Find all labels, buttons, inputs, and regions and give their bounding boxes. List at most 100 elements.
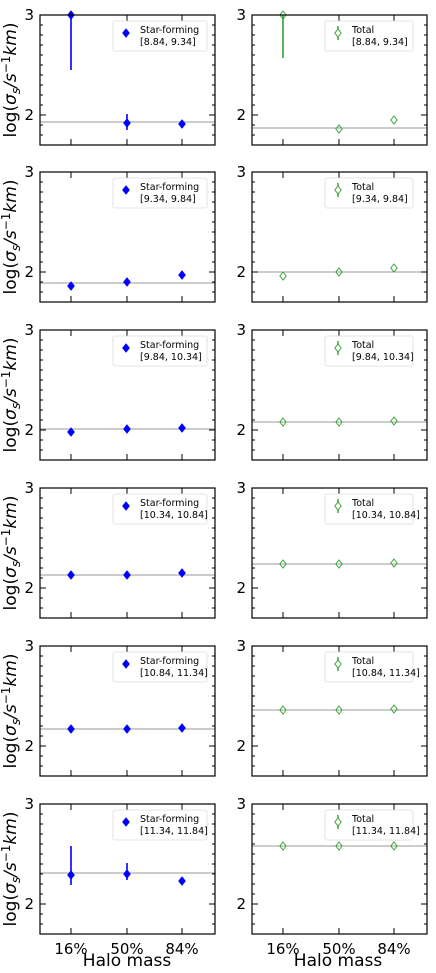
panel-frame: [251, 645, 428, 777]
x-tick-label: 16%: [54, 940, 87, 958]
data-point: [123, 869, 131, 879]
y-tick-label: 2: [24, 895, 34, 913]
data-point: [178, 568, 186, 578]
data-point: [390, 416, 398, 426]
panel-2-1: 2 3 Total[9.84, 10.34]: [236, 321, 428, 461]
y-tick-label: 2: [24, 106, 34, 124]
legend-label: Total: [351, 25, 374, 36]
panel-frame: [251, 171, 428, 303]
data-point: [335, 841, 343, 851]
legend-marker: [122, 501, 130, 511]
legend-range: [8.84, 9.34]: [352, 37, 408, 48]
panel-0-1: 2 3 Total[8.84, 9.34]: [236, 6, 428, 146]
y-axis-label: log(σs/s−1km): [0, 654, 23, 769]
panel-frame: [39, 14, 216, 146]
legend-marker: [122, 28, 130, 38]
legend-range: [9.84, 10.34]: [140, 352, 202, 363]
legend-label: Total: [351, 340, 374, 351]
data-point: [67, 870, 75, 880]
x-axis-label-left: Halo mass: [83, 951, 172, 971]
data-point: [279, 417, 287, 427]
legend-label: Star-forming: [140, 656, 199, 667]
legend-marker: [334, 28, 342, 38]
panel-1-0: 2 3 Star-forming[9.34, 9.84] log(σs/s−1km): [0, 163, 216, 303]
panel-3-0: 2 3 Star-forming[10.34, 10.84] log(σs/s−1km…: [0, 479, 216, 619]
y-tick-label: 3: [24, 6, 34, 24]
legend-range: [10.34, 10.84]: [352, 510, 420, 521]
panel-frame: [251, 329, 428, 461]
legend-box: [324, 651, 414, 683]
legend-box: [324, 493, 414, 525]
y-tick-label: 2: [236, 579, 246, 597]
legend-box: [112, 20, 208, 52]
y-axis-label: log(σs/s−1km): [0, 338, 23, 453]
legend-label: Star-forming: [140, 182, 199, 193]
panel-3-1: 2 3 Total[10.34, 10.84]: [236, 479, 428, 619]
y-tick-label: 3: [24, 479, 34, 497]
data-point: [335, 705, 343, 715]
panel-1-1: 2 3 Total[9.34, 9.84]: [236, 163, 428, 303]
data-point: [335, 559, 343, 569]
legend-range: [10.34, 10.84]: [140, 510, 208, 521]
x-axis-label-right: Halo mass: [294, 951, 383, 971]
legend-marker: [122, 817, 130, 827]
data-point: [279, 841, 287, 851]
legend-box: [112, 493, 208, 525]
y-tick-label: 3: [24, 637, 34, 655]
legend-range: [11.34, 11.84]: [352, 826, 420, 837]
x-tick-label: 50%: [110, 940, 143, 958]
y-tick-label: 2: [236, 263, 246, 281]
data-point: [279, 10, 287, 20]
data-point: [67, 281, 75, 291]
data-point: [390, 704, 398, 714]
data-point: [178, 723, 186, 733]
y-axis-label: log(σs/s−1km): [0, 812, 23, 927]
panel-frame: [251, 803, 428, 935]
y-tick-label: 3: [24, 795, 34, 813]
data-point: [390, 558, 398, 568]
y-axis-label: log(σs/s−1km): [0, 496, 23, 611]
data-point: [390, 115, 398, 125]
data-point: [123, 424, 131, 434]
x-tick-label: 84%: [165, 940, 198, 958]
x-tick-label: 16%: [266, 940, 299, 958]
data-point: [279, 271, 287, 281]
y-tick-label: 2: [24, 421, 34, 439]
data-point: [178, 876, 186, 886]
legend-range: [9.34, 9.84]: [140, 194, 196, 205]
y-tick-label: 2: [236, 737, 246, 755]
y-tick-label: 3: [24, 321, 34, 339]
legend-marker: [122, 343, 130, 353]
legend-label: Total: [351, 814, 374, 825]
y-tick-label: 2: [236, 421, 246, 439]
data-point: [123, 570, 131, 580]
panel-frame: [251, 487, 428, 619]
legend-box: [324, 177, 414, 209]
panel-frame: [39, 803, 216, 935]
legend-box: [324, 20, 414, 52]
panel-5-1: 2 3 Total[11.34, 11.84]: [236, 795, 428, 935]
legend-marker: [334, 185, 342, 195]
data-point: [335, 267, 343, 277]
legend-range: [11.34, 11.84]: [140, 826, 208, 837]
data-point: [123, 277, 131, 287]
panel-frame: [39, 171, 216, 303]
legend-range: [9.34, 9.84]: [352, 194, 408, 205]
data-point: [178, 423, 186, 433]
data-point: [123, 724, 131, 734]
data-point: [335, 417, 343, 427]
legend-range: [10.84, 11.34]: [140, 668, 208, 679]
data-point: [67, 570, 75, 580]
y-tick-label: 3: [236, 6, 246, 24]
data-point: [123, 118, 131, 128]
legend-marker: [334, 343, 342, 353]
panel-2-0: 2 3 Star-forming[9.84, 10.34] log(σs/s−1km): [0, 321, 216, 461]
legend-box: [324, 335, 414, 367]
y-tick-label: 3: [236, 795, 246, 813]
y-tick-label: 3: [236, 321, 246, 339]
data-point: [279, 559, 287, 569]
legend-box: [112, 177, 208, 209]
panel-frame: [251, 14, 428, 146]
legend-marker: [122, 185, 130, 195]
y-tick-label: 2: [24, 263, 34, 281]
